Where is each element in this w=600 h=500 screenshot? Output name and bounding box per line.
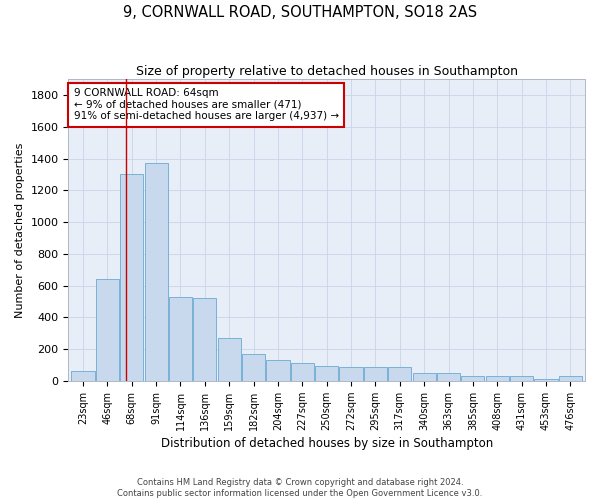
Bar: [388, 368, 412, 381]
Bar: [510, 376, 533, 381]
Bar: [193, 298, 217, 381]
Bar: [486, 376, 509, 381]
Text: 9, CORNWALL ROAD, SOUTHAMPTON, SO18 2AS: 9, CORNWALL ROAD, SOUTHAMPTON, SO18 2AS: [123, 5, 477, 20]
Bar: [535, 379, 557, 381]
Text: 9 CORNWALL ROAD: 64sqm
← 9% of detached houses are smaller (471)
91% of semi-det: 9 CORNWALL ROAD: 64sqm ← 9% of detached …: [74, 88, 338, 122]
Bar: [364, 368, 387, 381]
Bar: [169, 296, 192, 381]
Title: Size of property relative to detached houses in Southampton: Size of property relative to detached ho…: [136, 65, 518, 78]
Bar: [437, 373, 460, 381]
Bar: [291, 362, 314, 381]
Bar: [461, 376, 484, 381]
Bar: [266, 360, 290, 381]
Bar: [340, 368, 362, 381]
Y-axis label: Number of detached properties: Number of detached properties: [15, 142, 25, 318]
Bar: [315, 366, 338, 381]
Text: Contains HM Land Registry data © Crown copyright and database right 2024.
Contai: Contains HM Land Registry data © Crown c…: [118, 478, 482, 498]
Bar: [218, 338, 241, 381]
Bar: [559, 376, 582, 381]
Bar: [71, 370, 95, 381]
Bar: [413, 373, 436, 381]
Bar: [145, 164, 168, 381]
X-axis label: Distribution of detached houses by size in Southampton: Distribution of detached houses by size …: [161, 437, 493, 450]
Bar: [242, 354, 265, 381]
Bar: [120, 174, 143, 381]
Bar: [96, 279, 119, 381]
